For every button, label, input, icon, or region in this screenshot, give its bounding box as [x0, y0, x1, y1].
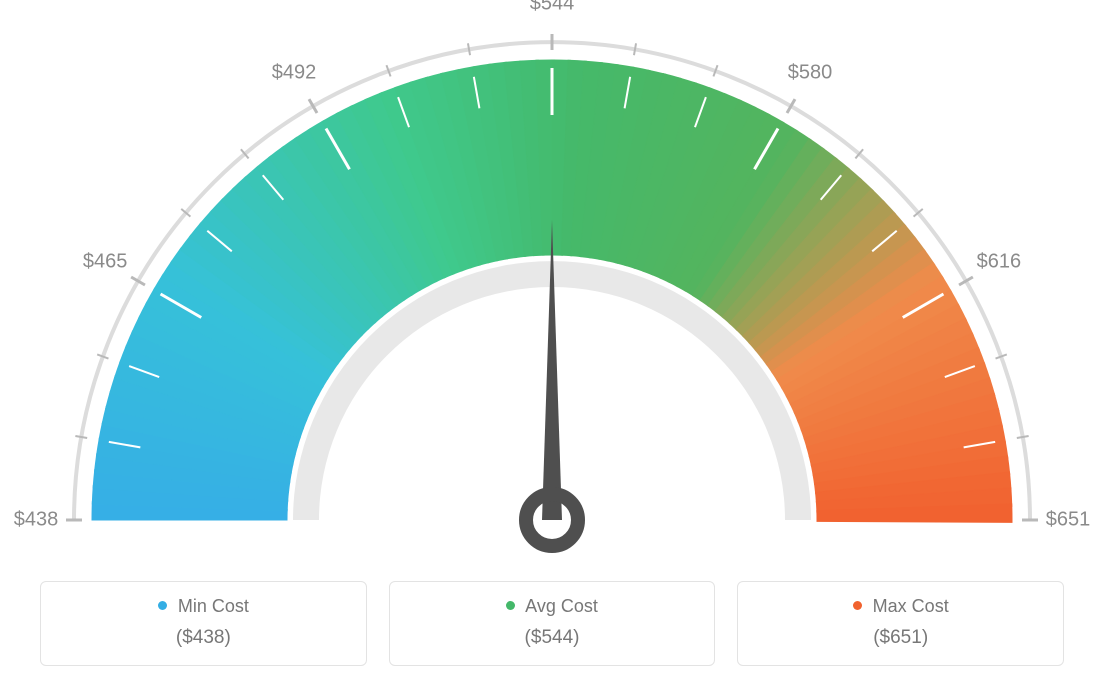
legend-title-min: Min Cost: [51, 596, 356, 617]
legend-label-min: Min Cost: [178, 596, 249, 616]
dot-icon-min: [158, 601, 167, 610]
tick-label: $580: [788, 62, 833, 85]
dot-icon-avg: [506, 601, 515, 610]
legend-title-max: Max Cost: [748, 596, 1053, 617]
legend-card-max: Max Cost ($651): [737, 581, 1064, 666]
gauge-area: $438 $465 $492 $544 $580 $616 $651: [0, 0, 1104, 570]
legend-value-avg: ($544): [400, 627, 705, 649]
tick-label: $544: [530, 0, 575, 16]
gauge-svg: [0, 0, 1104, 570]
tick-label: $651: [1046, 509, 1091, 532]
tick-label: $438: [14, 509, 59, 532]
legend-value-min: ($438): [51, 627, 356, 649]
tick-label: $616: [977, 251, 1022, 274]
tick-label: $492: [272, 62, 317, 85]
tick-label: $465: [83, 251, 128, 274]
legend-row: Min Cost ($438) Avg Cost ($544) Max Cost…: [40, 581, 1064, 666]
legend-card-min: Min Cost ($438): [40, 581, 367, 666]
legend-label-max: Max Cost: [873, 596, 949, 616]
dot-icon-max: [853, 601, 862, 610]
legend-title-avg: Avg Cost: [400, 596, 705, 617]
legend-value-max: ($651): [748, 627, 1053, 649]
legend-label-avg: Avg Cost: [525, 596, 598, 616]
legend-card-avg: Avg Cost ($544): [389, 581, 716, 666]
chart-container: $438 $465 $492 $544 $580 $616 $651 Min Cost ($…: [0, 0, 1104, 690]
